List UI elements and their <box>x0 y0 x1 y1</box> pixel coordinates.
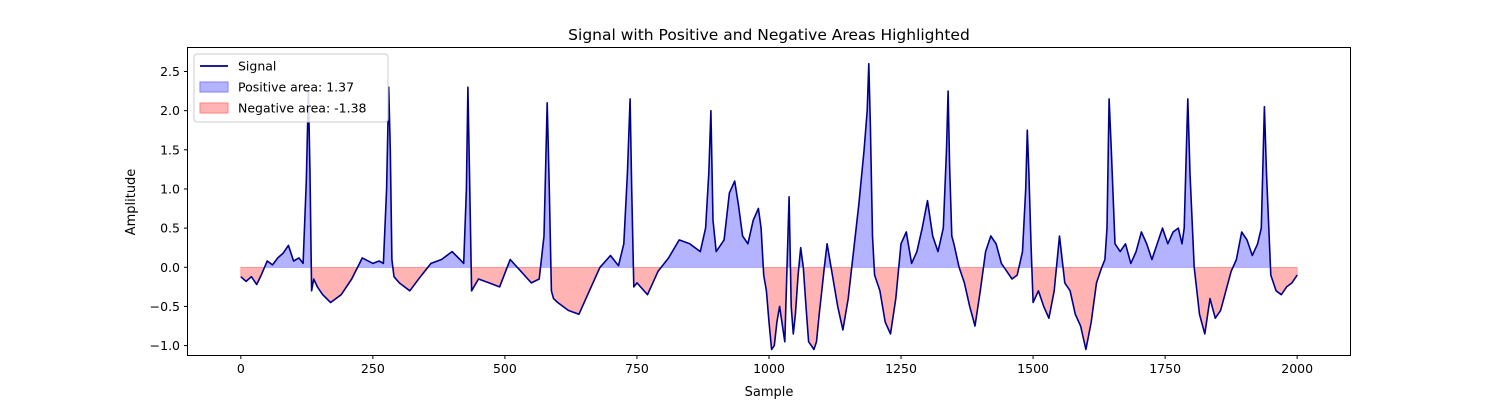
x-tick-label-750: 750 <box>625 361 649 376</box>
signal-line <box>240 62 1298 351</box>
negative-area-region-12 <box>633 267 662 296</box>
y-tick-label-4: 1.0 <box>160 181 180 196</box>
x-tick-label-250: 250 <box>361 361 385 376</box>
negative-area-region-2 <box>310 267 359 303</box>
legend: Signal Positive area: 1.37 Negative area: … <box>193 53 389 123</box>
negative-area-region-28 <box>1031 267 1057 320</box>
legend-swatch-negative <box>199 102 229 114</box>
y-tick-label-5: 1.5 <box>160 142 180 157</box>
y-tick-label-3: 0.5 <box>160 221 180 236</box>
y-tick-label-6: 2.0 <box>160 103 180 118</box>
legend-box <box>193 53 389 123</box>
negative-area-region-4 <box>392 267 429 292</box>
y-tick-label-0: −1.0 <box>150 338 180 353</box>
negative-area-region-32 <box>1193 267 1234 334</box>
x-tick-label-1000: 1000 <box>753 361 785 376</box>
chart-title: Signal with Positive and Negative Areas … <box>568 26 970 44</box>
x-tick-label-2000: 2000 <box>1281 361 1313 376</box>
legend-swatch-positive <box>199 81 229 93</box>
x-tick-label-1750: 1750 <box>1149 361 1181 376</box>
plot-area <box>240 62 1298 351</box>
y-tick-label-7: 2.5 <box>160 64 180 79</box>
legend-label-0: Signal <box>238 59 276 74</box>
x-tick-label-0: 0 <box>237 361 245 376</box>
legend-label-1: Positive area: 1.37 <box>238 80 354 95</box>
y-axis-label: Amplitude <box>124 169 139 236</box>
x-tick-label-1500: 1500 <box>1017 361 1049 376</box>
negative-area-region-10 <box>550 267 601 315</box>
x-axis-label: Sample <box>745 385 794 400</box>
x-tick-label-500: 500 <box>493 361 517 376</box>
y-tick-label-2: 0.0 <box>160 260 180 275</box>
legend-label-2: Negative area: -1.38 <box>238 101 367 116</box>
x-tick-label-1250: 1250 <box>885 361 917 376</box>
y-tick-label-1: −0.5 <box>150 299 180 314</box>
axis-ticks: 0 250 500 750 1000 1250 1500 1750 2000 −1.0 −0.5 0.… <box>150 64 1313 376</box>
